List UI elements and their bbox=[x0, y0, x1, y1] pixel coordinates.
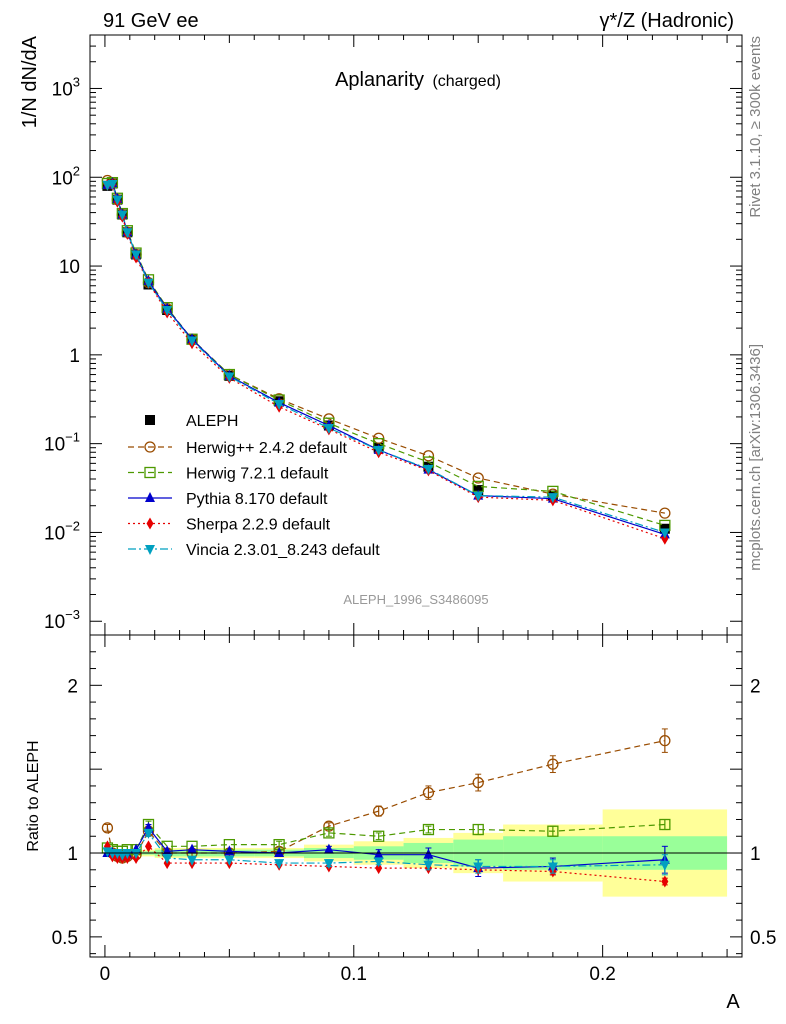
y-tick-label: 10−3 bbox=[44, 607, 80, 633]
ratio-point-vincia bbox=[187, 855, 198, 866]
ratio-point-herwig bbox=[373, 805, 385, 817]
ratio-point-vincia bbox=[373, 857, 384, 868]
legend: ALEPH Herwig++ 2.4.2 default Herwig 7.2.1 … bbox=[128, 413, 380, 559]
series-point-vincia bbox=[547, 493, 558, 504]
ratio-point-herwig bbox=[422, 823, 435, 836]
series-point-herwig bbox=[659, 507, 671, 519]
chart-subtitle: (charged) bbox=[432, 73, 500, 90]
legend-marker-aleph bbox=[145, 415, 155, 425]
series-point-vincia bbox=[659, 528, 670, 539]
series-point-vincia bbox=[373, 445, 384, 456]
ratio-point-herwig bbox=[373, 830, 385, 842]
chart-title-main: Aplanarity bbox=[335, 69, 424, 91]
series-line-sherpa bbox=[107, 183, 666, 540]
ratio-tick-label-left: 1 bbox=[67, 844, 78, 865]
ratio-point-pythia bbox=[187, 843, 198, 854]
ratio-point-sherpa bbox=[144, 840, 152, 853]
y-tick-label: 10 bbox=[59, 257, 80, 278]
header-left: 91 GeV ee bbox=[103, 10, 199, 32]
ratio-point-pythia bbox=[323, 843, 334, 854]
series-point-herwig bbox=[422, 450, 435, 462]
x-tick-label: 0.1 bbox=[341, 964, 367, 985]
ratio-plot-area bbox=[101, 728, 671, 888]
ratio-frame bbox=[89, 634, 743, 958]
ratio-point-herwig bbox=[659, 818, 671, 831]
series-point-vincia bbox=[131, 250, 142, 261]
ratio-tick-label-left: 2 bbox=[67, 676, 78, 697]
series-point-vincia bbox=[122, 228, 133, 239]
series-point-vincia bbox=[274, 399, 285, 410]
ratio-tick-label-right: 0.5 bbox=[750, 928, 776, 949]
ratio-point-vincia bbox=[423, 860, 434, 871]
ratio-point-vincia bbox=[323, 859, 334, 870]
rivet-version-text: Rivet 3.1.10, ≥ 300k events bbox=[747, 36, 764, 218]
ratio-point-vincia bbox=[659, 860, 670, 871]
ratio-point-vincia bbox=[143, 828, 154, 839]
series-point-vincia bbox=[323, 424, 334, 435]
ratio-point-vincia bbox=[131, 849, 142, 860]
series-point-herwig bbox=[472, 472, 484, 484]
plot-frames: 0 0.1 0.2 10−3 10−2 10−1 1 10 102 103 0.5 0.5 1 1 2 2 bbox=[44, 34, 776, 985]
y-tick-label: 10−2 bbox=[44, 518, 80, 544]
ratio-tick-label-left: 0.5 bbox=[52, 928, 78, 949]
ratio-tick-label-right: 2 bbox=[750, 676, 761, 697]
ratio-point-herwig bbox=[472, 823, 484, 836]
legend-label-pythia: Pythia 8.170 default bbox=[186, 491, 328, 508]
ratio-tick-label-right: 1 bbox=[750, 844, 761, 865]
series-point-vincia bbox=[117, 210, 128, 221]
ratio-point-herwig bbox=[101, 822, 114, 834]
series-point-vincia bbox=[423, 464, 434, 475]
ratio-point-vincia bbox=[547, 862, 558, 873]
legend-marker-herwig bbox=[144, 466, 156, 479]
series-point-vincia bbox=[187, 336, 198, 347]
ratio-point-herwig bbox=[659, 735, 671, 747]
ratio-point-vincia bbox=[162, 854, 173, 865]
analysis-id-label: ALEPH_1996_S3486095 bbox=[343, 592, 488, 607]
legend-marker-herwig bbox=[144, 441, 156, 453]
ratio-axis-label: Ratio to ALEPH bbox=[25, 740, 42, 851]
header-right: γ*/Z (Hadronic) bbox=[600, 10, 734, 32]
ratio-point-pythia bbox=[373, 848, 384, 859]
x-axis-label: A bbox=[726, 991, 740, 1013]
legend-label-herwig: Herwig 7.2.1 default bbox=[186, 466, 329, 483]
x-tick-label: 0.2 bbox=[589, 964, 615, 985]
series-point-vincia bbox=[224, 372, 235, 383]
ratio-point-herwig bbox=[547, 758, 559, 770]
main-plot-area bbox=[101, 174, 671, 545]
y-axis-label: 1/N dN/dA bbox=[19, 35, 41, 128]
y-tick-label: 1 bbox=[69, 346, 80, 367]
legend-label-sherpa: Sherpa 2.2.9 default bbox=[186, 517, 331, 534]
ratio-point-vincia bbox=[274, 859, 285, 870]
series-point-sherpa bbox=[661, 532, 669, 545]
y-tick-label: 102 bbox=[52, 163, 80, 189]
ratio-point-vincia bbox=[473, 862, 484, 873]
legend-label-vincia: Vincia 2.3.01_8.243 default bbox=[186, 542, 380, 559]
chart-title: Aplanarity (charged) bbox=[335, 69, 501, 91]
series-point-vincia bbox=[107, 179, 118, 190]
ratio-point-herwig bbox=[547, 825, 559, 837]
legend-label-herwig: Herwig++ 2.4.2 default bbox=[186, 440, 348, 457]
legend-label-aleph: ALEPH bbox=[186, 413, 238, 430]
y-tick-label: 10−1 bbox=[44, 430, 80, 456]
ratio-line-sherpa bbox=[106, 845, 665, 883]
series-point-vincia bbox=[143, 278, 154, 289]
legend-marker-sherpa bbox=[146, 517, 154, 530]
ratio-point-pythia bbox=[274, 847, 285, 858]
ratio-point-herwig bbox=[472, 776, 484, 789]
ratio-point-vincia bbox=[224, 855, 235, 866]
ratio-point-pythia bbox=[423, 848, 434, 859]
ratio-point-sherpa bbox=[661, 875, 669, 888]
ratio-point-herwig bbox=[323, 827, 335, 839]
y-tick-label: 103 bbox=[52, 74, 80, 100]
ratio-point-herwig bbox=[422, 786, 435, 799]
mcplots-reference-text: mcplots.cern.ch [arXiv:1306.3436] bbox=[747, 344, 764, 571]
legend-marker-vincia bbox=[145, 545, 155, 555]
series-point-vincia bbox=[112, 195, 123, 206]
legend-marker-pythia bbox=[145, 492, 155, 502]
series-point-vincia bbox=[162, 305, 173, 316]
ratio-point-vincia bbox=[122, 849, 133, 860]
x-tick-label: 0 bbox=[100, 964, 111, 985]
series-point-vincia bbox=[473, 491, 484, 502]
